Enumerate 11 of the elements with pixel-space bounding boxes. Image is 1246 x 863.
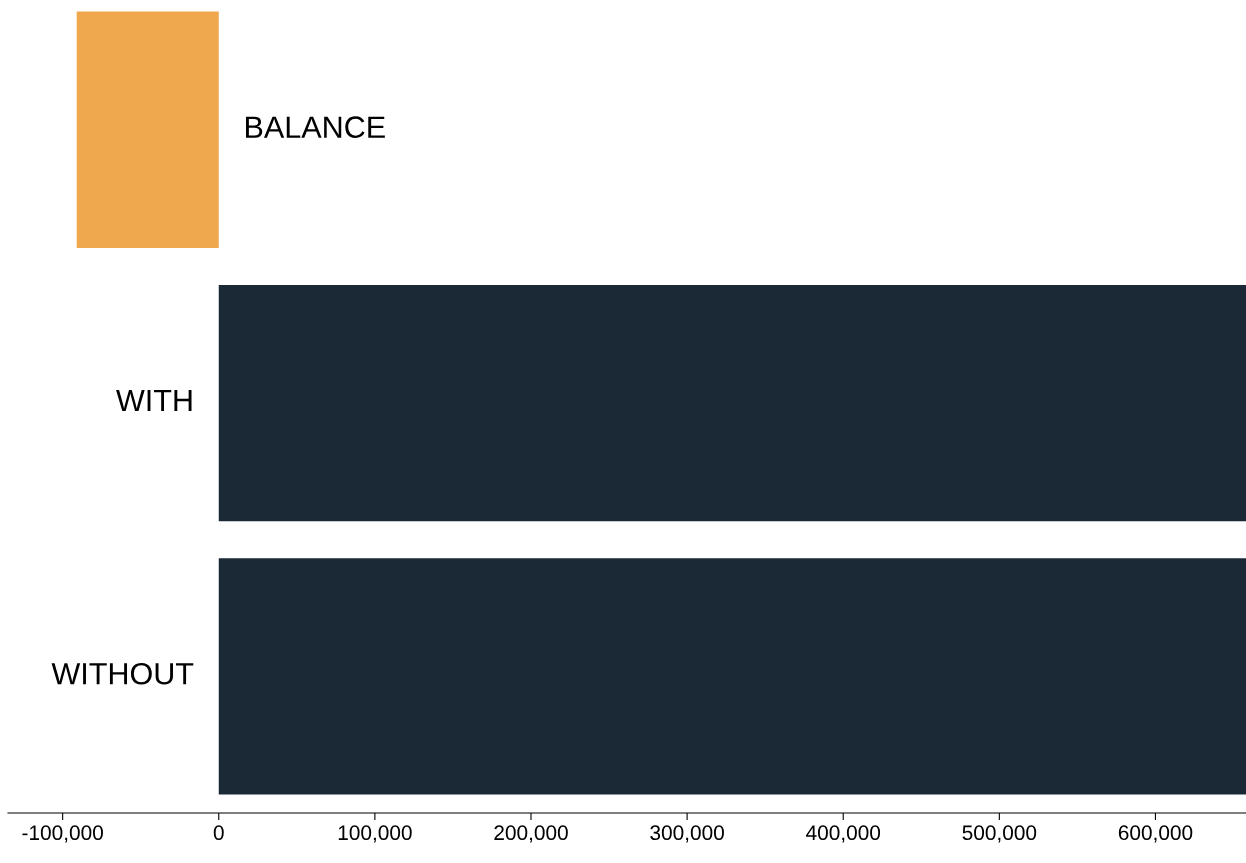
y-tick-label: WITH: [116, 389, 192, 411]
x-tick-label: 600,000: [1118, 825, 1193, 843]
y-tick-label: BALANCE: [246, 116, 385, 139]
x-tick-label: 300,000: [650, 825, 724, 843]
x-tick-label: 100,000: [338, 825, 412, 843]
x-tick-label: 400,000: [806, 825, 881, 843]
x-tick-label: 200,000: [494, 825, 568, 843]
x-tick-label: 500,000: [962, 825, 1037, 843]
x-tick-label: -100,000: [22, 825, 103, 843]
x-tick-label: 0: [213, 825, 224, 841]
y-tick-label: WITHOUT: [51, 662, 194, 685]
